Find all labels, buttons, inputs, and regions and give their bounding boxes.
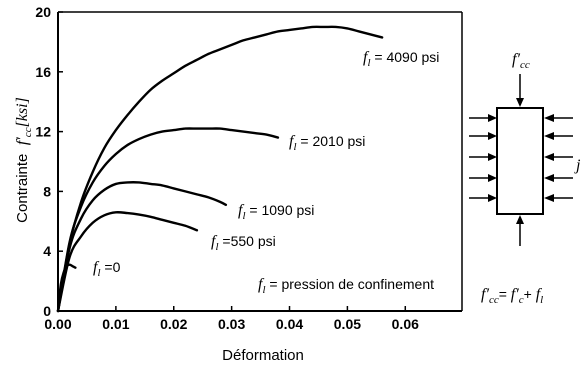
y-axis-label-unit: [ksi]: [14, 97, 31, 127]
right-arrowhead: [544, 194, 554, 202]
plot-area: [57, 11, 463, 312]
y-tick-label: 4: [43, 243, 51, 259]
right-arrowhead: [544, 114, 554, 122]
x-tick-label: 0.02: [160, 316, 187, 332]
y-axis-label-sub: cc: [22, 127, 34, 137]
y-tick-label: 0: [43, 303, 51, 319]
x-tick-label: 0.00: [44, 316, 71, 332]
curve-series-2: [56, 181, 228, 313]
x-tick-label: 0.03: [218, 316, 245, 332]
bottom-load-arrowhead: [516, 215, 524, 224]
curve-label-0: fl =0: [93, 259, 121, 279]
right-arrowhead: [544, 153, 554, 161]
x-axis-label: Déformation: [222, 347, 304, 364]
y-tick-label: 8: [43, 183, 51, 199]
right-arrowhead: [544, 174, 554, 182]
column-specimen: [496, 107, 544, 215]
left-arrowhead: [488, 194, 497, 202]
diagram-top-label: f′cc: [512, 51, 530, 71]
y-ticks: 0 4 8 12 16 20: [35, 4, 63, 319]
x-tick-label: 0.04: [276, 316, 303, 332]
curve-series-3: [56, 127, 280, 313]
curves: [56, 25, 384, 313]
right-arrowhead: [544, 132, 554, 140]
left-arrowhead: [488, 174, 497, 182]
left-arrowhead: [488, 132, 497, 140]
y-tick-label: 12: [35, 124, 51, 140]
curve-label-4: fl = 4090 psi: [363, 49, 439, 69]
x-tick-label: 0.05: [334, 316, 361, 332]
confinement-definition: fl = pression de confinement: [258, 276, 434, 296]
confined-column-diagram: f′cc j f′cc= f′c+ fl: [469, 51, 581, 306]
confined-strength-formula: f′cc= f′c+ fl: [481, 286, 543, 306]
x-tick-label: 0.01: [102, 316, 129, 332]
right-confinement-arrows: [544, 114, 573, 202]
x-tick-label: 0.06: [392, 316, 419, 332]
x-ticks: 0.00 0.01 0.02 0.03 0.04 0.05 0.06: [44, 306, 419, 332]
curve-series-1: [56, 211, 199, 313]
top-load-arrowhead: [516, 98, 524, 107]
y-axis-label-main: Contrainte: [14, 154, 31, 223]
svg-text:Contrainte f′cc[ksi]: Contrainte f′cc[ksi]: [14, 97, 34, 223]
curve-labels: fl =0 fl =550 psi fl = 1090 psi fl = 2010 p…: [93, 49, 439, 279]
y-tick-label: 20: [35, 4, 51, 20]
curve-series-4: [56, 25, 384, 313]
left-arrowhead: [488, 153, 497, 161]
left-confinement-arrows: [469, 114, 497, 202]
curve-label-3: fl = 2010 psi: [289, 133, 365, 153]
y-axis-label-symbol: f′: [14, 137, 31, 145]
y-tick-label: 16: [35, 64, 51, 80]
y-axis-label: Contrainte f′cc[ksi]: [14, 97, 34, 223]
curve-label-2: fl = 1090 psi: [238, 202, 314, 222]
curve-label-1: fl =550 psi: [211, 233, 276, 253]
left-arrowhead: [488, 114, 497, 122]
diagram-side-label: j: [574, 157, 581, 174]
